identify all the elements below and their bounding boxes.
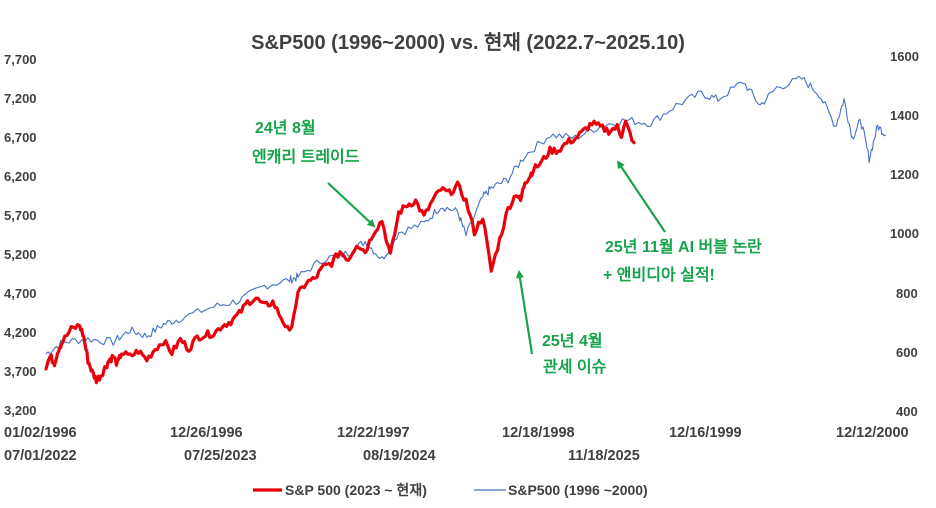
x-history-tick: 01/02/1996 bbox=[4, 425, 77, 441]
annotation-text: 25년 11월 AI 버블 논란 bbox=[605, 237, 762, 256]
y-right-tick: 1000 bbox=[890, 226, 919, 241]
legend: S&P 500 (2023 ~ 현재) S&P500 (1996 ~2000) bbox=[253, 482, 648, 498]
x-history-tick: 12/26/1996 bbox=[170, 425, 243, 441]
legend-label-current: S&P 500 (2023 ~ 현재) bbox=[285, 482, 427, 498]
y-right-tick: 600 bbox=[896, 345, 918, 360]
annotation-text: 엔캐리 트레이드 bbox=[252, 148, 360, 166]
x-current-tick: 07/01/2022 bbox=[4, 448, 77, 464]
y-left-tick: 3,700 bbox=[4, 364, 37, 379]
series-line-current bbox=[44, 119, 636, 385]
y-left-tick: 7,700 bbox=[4, 52, 37, 67]
y-left-tick: 6,200 bbox=[4, 169, 37, 184]
y-left-tick: 4,200 bbox=[4, 325, 37, 340]
annotation-arrow bbox=[515, 270, 534, 355]
x-current-tick: 11/18/2025 bbox=[568, 448, 640, 464]
annotation-carry-trade: 24년 8월 엔캐리 트레이드 bbox=[252, 118, 376, 228]
annotation-ai-bubble: 25년 11월 AI 버블 논란 + 앤비디아 실적! bbox=[603, 160, 762, 284]
x-history-tick: 12/12/2000 bbox=[836, 425, 909, 441]
annotation-tariff: 25년 4월 관세 이슈 bbox=[515, 270, 607, 376]
y-right-tick: 1400 bbox=[890, 108, 919, 123]
y-left-tick: 4,700 bbox=[4, 286, 37, 301]
x-axis-current: 07/01/2022 07/25/2023 08/19/2024 11/18/2… bbox=[4, 448, 640, 464]
y-left-tick: 3,200 bbox=[4, 403, 37, 418]
y-left-tick: 7,200 bbox=[4, 91, 37, 106]
x-current-tick: 07/25/2023 bbox=[184, 448, 257, 464]
legend-label-history: S&P500 (1996 ~2000) bbox=[508, 482, 648, 498]
y-left-tick: 5,700 bbox=[4, 208, 37, 223]
annotation-arrow bbox=[327, 182, 376, 228]
y-right-axis: 400 600 800 1000 1200 1400 1600 bbox=[890, 49, 919, 419]
annotation-arrow bbox=[616, 160, 666, 233]
series-line-history bbox=[45, 75, 887, 355]
annotation-text: + 앤비디아 실적! bbox=[603, 266, 715, 284]
y-left-tick: 5,200 bbox=[4, 247, 37, 262]
annotation-text: 관세 이슈 bbox=[543, 358, 607, 376]
x-history-tick: 12/16/1999 bbox=[669, 425, 742, 441]
y-right-tick: 400 bbox=[896, 404, 918, 419]
y-left-tick: 6,700 bbox=[4, 130, 37, 145]
x-history-tick: 12/18/1998 bbox=[502, 425, 575, 441]
x-current-tick: 08/19/2024 bbox=[363, 448, 436, 464]
annotation-text: 25년 4월 bbox=[542, 331, 603, 350]
annotation-text: 24년 8월 bbox=[255, 118, 316, 137]
y-right-tick: 1200 bbox=[890, 167, 919, 182]
y-left-axis: 3,200 3,700 4,200 4,700 5,200 5,700 6,20… bbox=[4, 52, 37, 418]
x-history-tick: 12/22/1997 bbox=[337, 425, 410, 441]
chart-title: S&P500 (1996~2000) vs. 현재 (2022.7~2025.1… bbox=[251, 31, 685, 54]
x-axis-history: 01/02/1996 12/26/1996 12/22/1997 12/18/1… bbox=[4, 425, 909, 441]
y-right-tick: 800 bbox=[896, 286, 918, 301]
y-right-tick: 1600 bbox=[890, 49, 919, 64]
